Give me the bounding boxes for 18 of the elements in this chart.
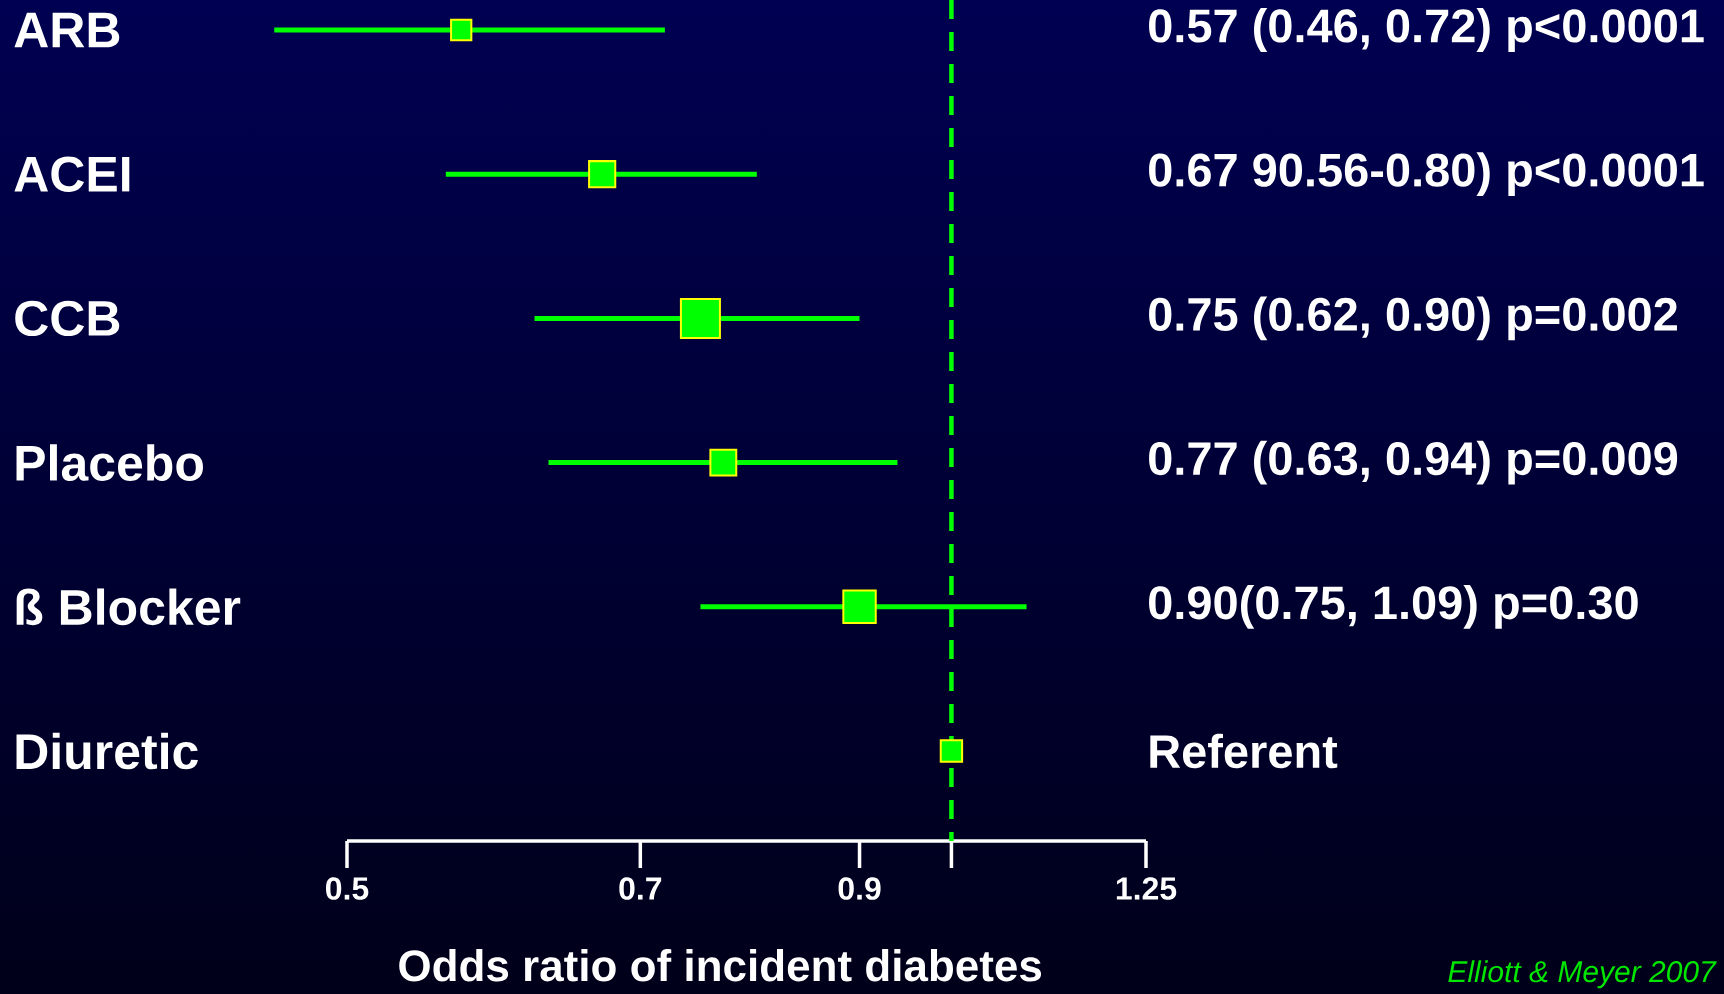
text: Elliott & Meyer 2007 [1448,960,1717,989]
text: 0.90(0.75, 1.09) p=0.30 [1149,584,1638,629]
x-tick-label: 0.5 [326,877,369,900]
x-axis-title: Odds ratio of incident diabetes [399,949,1042,982]
text: Referent [1150,733,1338,769]
y-tick-label: ACEI [14,156,130,192]
x-tick-label: 0.7 [619,877,662,900]
text: 0.57 (0.46, 0.72) p<0.0001 [1149,8,1704,52]
text: 0.75 (0.62, 0.90) p=0.002 [1149,296,1677,341]
y-tick-label: CCB [15,300,120,337]
y-tick-label: ß Blocker [16,588,241,626]
text: 0.77 (0.63, 0.94) p=0.009 [1149,440,1678,485]
x-tick-label: 1.25 [1116,877,1177,900]
y-tick-label: ARB [14,12,120,48]
x-tick-label: 0.9 [838,877,881,900]
text: 0.67 90.56-0.80) p<0.0001 [1149,152,1704,197]
y-tick-label: Diuretic [16,732,198,770]
y-tick-label: Placebo [16,444,203,481]
